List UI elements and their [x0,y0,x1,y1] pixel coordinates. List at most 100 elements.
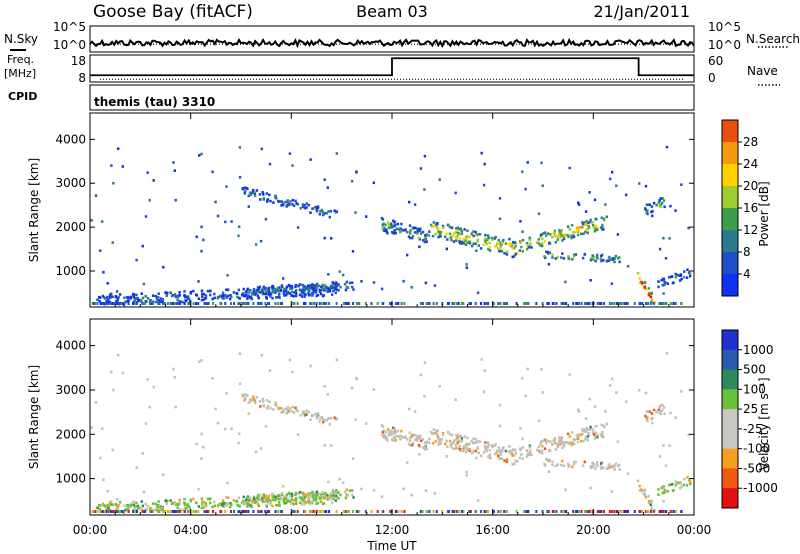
data-cell [456,441,459,444]
data-cell [416,435,419,438]
data-cell [488,241,491,245]
colorbar-swatch [722,409,738,430]
data-cell [291,410,294,413]
data-cell [200,225,203,229]
data-cell [438,385,441,388]
data-cell [111,510,114,513]
data-cell [158,300,162,303]
data-cell [664,257,668,260]
data-cell [246,294,249,297]
data-cell [298,283,302,286]
data-cell [372,181,375,185]
data-cell [152,385,155,389]
data-cell [322,495,325,498]
data-cell [482,390,486,394]
data-cell [530,246,533,249]
data-cell [252,495,256,499]
data-cell [588,302,591,305]
data-cell [121,371,124,375]
data-cell [465,446,468,450]
data-cell [545,441,548,445]
data-cell [328,302,330,305]
data-cell [295,294,298,298]
data-cell [123,504,126,507]
data-cell [248,496,252,500]
data-cell [253,497,256,501]
data-cell [252,398,256,401]
data-cell [209,289,212,293]
data-cell [296,510,299,513]
data-cell [310,500,313,503]
data-cell [280,411,283,414]
data-cell [322,420,325,424]
data-cell [315,496,318,499]
data-cell [454,443,458,447]
data-cell [237,496,240,499]
data-cell [439,442,442,445]
data-cell [319,302,322,305]
data-cell [372,388,375,391]
xtick-label: 16:00 [475,523,510,537]
data-cell [583,253,586,256]
data-cell [435,223,438,227]
data-cell [644,489,647,492]
freq-panel-frame [89,54,695,83]
data-cell [248,499,251,502]
data-cell [602,217,606,221]
colorbar-swatch [722,164,738,187]
data-cell [195,510,197,513]
data-cell [99,504,102,507]
data-cell [333,209,336,212]
data-cell [613,464,616,468]
data-cell [298,490,302,494]
data-cell [260,353,263,357]
data-cell [450,445,453,449]
data-cell [474,234,478,237]
data-cell [456,433,460,437]
colorbar-swatch [722,369,738,390]
data-cell [594,467,597,470]
data-cell [599,510,602,513]
data-cell [594,227,597,231]
data-cell [499,246,502,249]
data-cell [611,170,614,174]
data-cell [307,410,311,414]
data-cell [483,162,486,166]
data-cell [589,218,592,222]
data-cell [307,293,311,296]
data-cell [664,488,667,492]
data-cell [482,243,485,247]
colorbar-swatch [722,448,738,469]
data-cell [320,208,324,212]
data-cell [170,294,174,298]
data-cell [584,230,587,234]
data-cell [347,302,350,305]
freq-right-tick-low: 0 [708,71,716,85]
data-cell [280,492,284,495]
data-cell [658,247,662,251]
data-cell [549,233,552,236]
data-cell [302,493,305,496]
data-cell [486,238,489,242]
noise-search-label: N.Search [746,32,800,46]
colorbar-tick-label: 8 [743,245,751,259]
data-cell [292,510,295,513]
data-cell [344,496,348,500]
data-cell [580,433,583,436]
xtick-label: 08:00 [274,523,309,537]
data-cell [674,302,677,305]
data-cell [249,193,253,196]
data-cell [200,457,203,460]
data-cell [246,496,249,500]
data-cell [487,510,490,513]
data-cell [251,500,254,503]
data-cell [209,293,212,297]
data-cell [285,493,289,496]
data-cell [457,227,461,231]
data-cell [348,489,352,492]
data-cell [562,442,565,445]
data-cell [488,456,492,460]
data-cell [111,503,114,506]
data-cell [561,239,564,242]
data-cell [491,445,494,449]
